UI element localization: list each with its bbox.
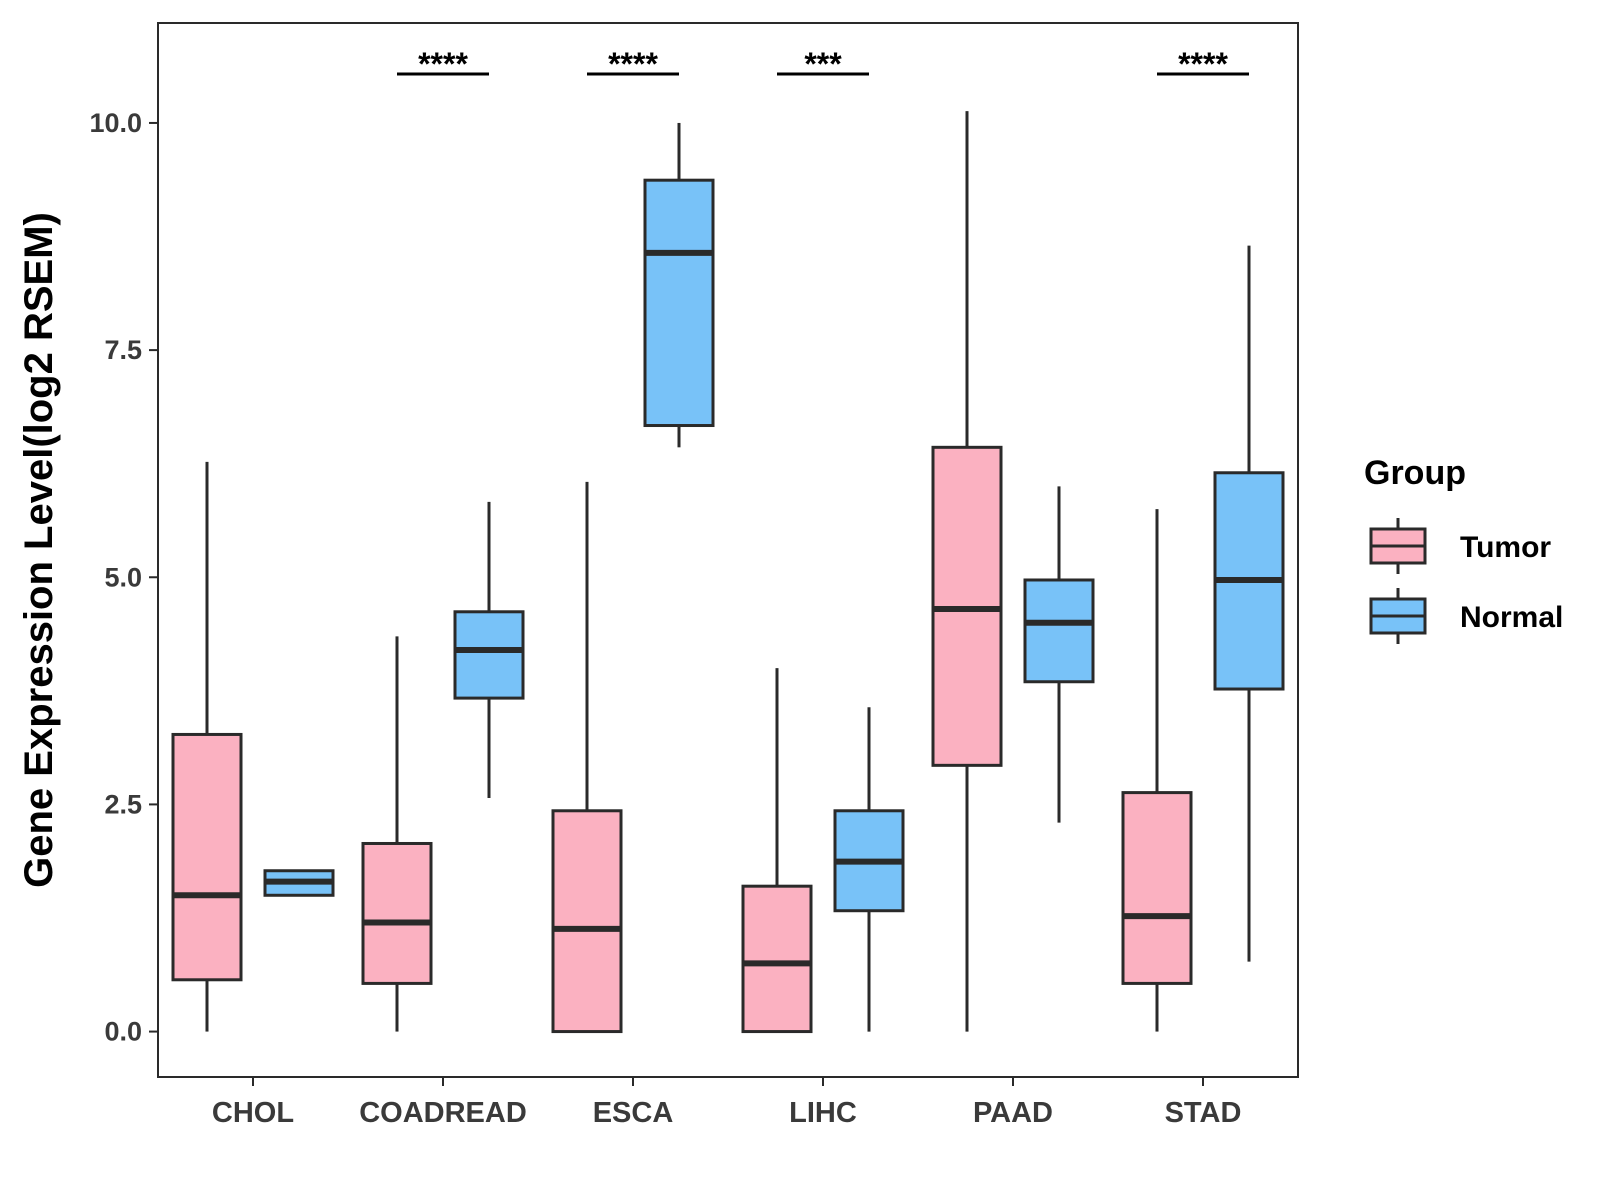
x-axis: CHOL COADREAD ESCA LIHC PAAD STAD	[212, 1077, 1241, 1129]
legend-title: Group	[1364, 454, 1466, 492]
y-tick-label: 0.0	[104, 1017, 142, 1047]
box-tumor-stad	[1121, 509, 1193, 1032]
box-series	[171, 111, 1285, 1034]
box-normal-paad	[1023, 486, 1095, 823]
box-tumor-paad	[931, 111, 1003, 1032]
plot-panel-border	[157, 22, 1299, 1078]
x-tick-label: COADREAD	[359, 1097, 527, 1129]
legend-label: Normal	[1460, 601, 1563, 634]
box-normal-chol	[263, 869, 335, 897]
box-body	[1121, 791, 1193, 985]
x-tick-label: ESCA	[593, 1097, 674, 1129]
box-normal-lihc	[833, 707, 905, 1032]
significance-label: ****	[418, 46, 468, 82]
box-body	[551, 809, 623, 1034]
legend-entry-tumor: Tumor	[1369, 518, 1551, 574]
y-tick-label: 10.0	[89, 108, 142, 138]
box-tumor-esca	[551, 481, 623, 1034]
box-body	[741, 884, 813, 1034]
box-body	[361, 841, 433, 985]
x-tick-label: PAAD	[973, 1097, 1053, 1129]
box-normal-coadread	[453, 501, 525, 799]
y-axis-title: Gene Expression Level(log2 RSEM)	[17, 212, 61, 888]
box-tumor-chol	[171, 461, 243, 1032]
box-normal-stad	[1213, 245, 1285, 962]
y-tick-label: 7.5	[104, 335, 142, 365]
legend-entry-normal: Normal	[1369, 588, 1563, 644]
box-body	[1023, 578, 1095, 684]
significance-annotations: **** **** *** ****	[397, 46, 1249, 82]
box-body	[453, 610, 525, 700]
significance-label: ****	[1178, 46, 1228, 82]
significance-label: ****	[608, 46, 658, 82]
box-tumor-lihc	[741, 668, 813, 1034]
x-tick-label: LIHC	[789, 1097, 857, 1129]
y-tick-label: 2.5	[104, 789, 142, 819]
box-body	[643, 178, 715, 428]
legend: Group Tumor Normal	[1364, 454, 1563, 644]
y-tick-label: 5.0	[104, 562, 142, 592]
box-body	[171, 732, 243, 982]
box-tumor-coadread	[361, 636, 433, 1032]
y-axis: 0.0 2.5 5.0 7.5 10.0	[89, 108, 158, 1047]
x-tick-label: STAD	[1165, 1097, 1242, 1129]
significance-label: ***	[804, 46, 842, 82]
box-normal-esca	[643, 122, 715, 448]
legend-label: Tumor	[1460, 531, 1551, 564]
x-tick-label: CHOL	[212, 1097, 294, 1129]
